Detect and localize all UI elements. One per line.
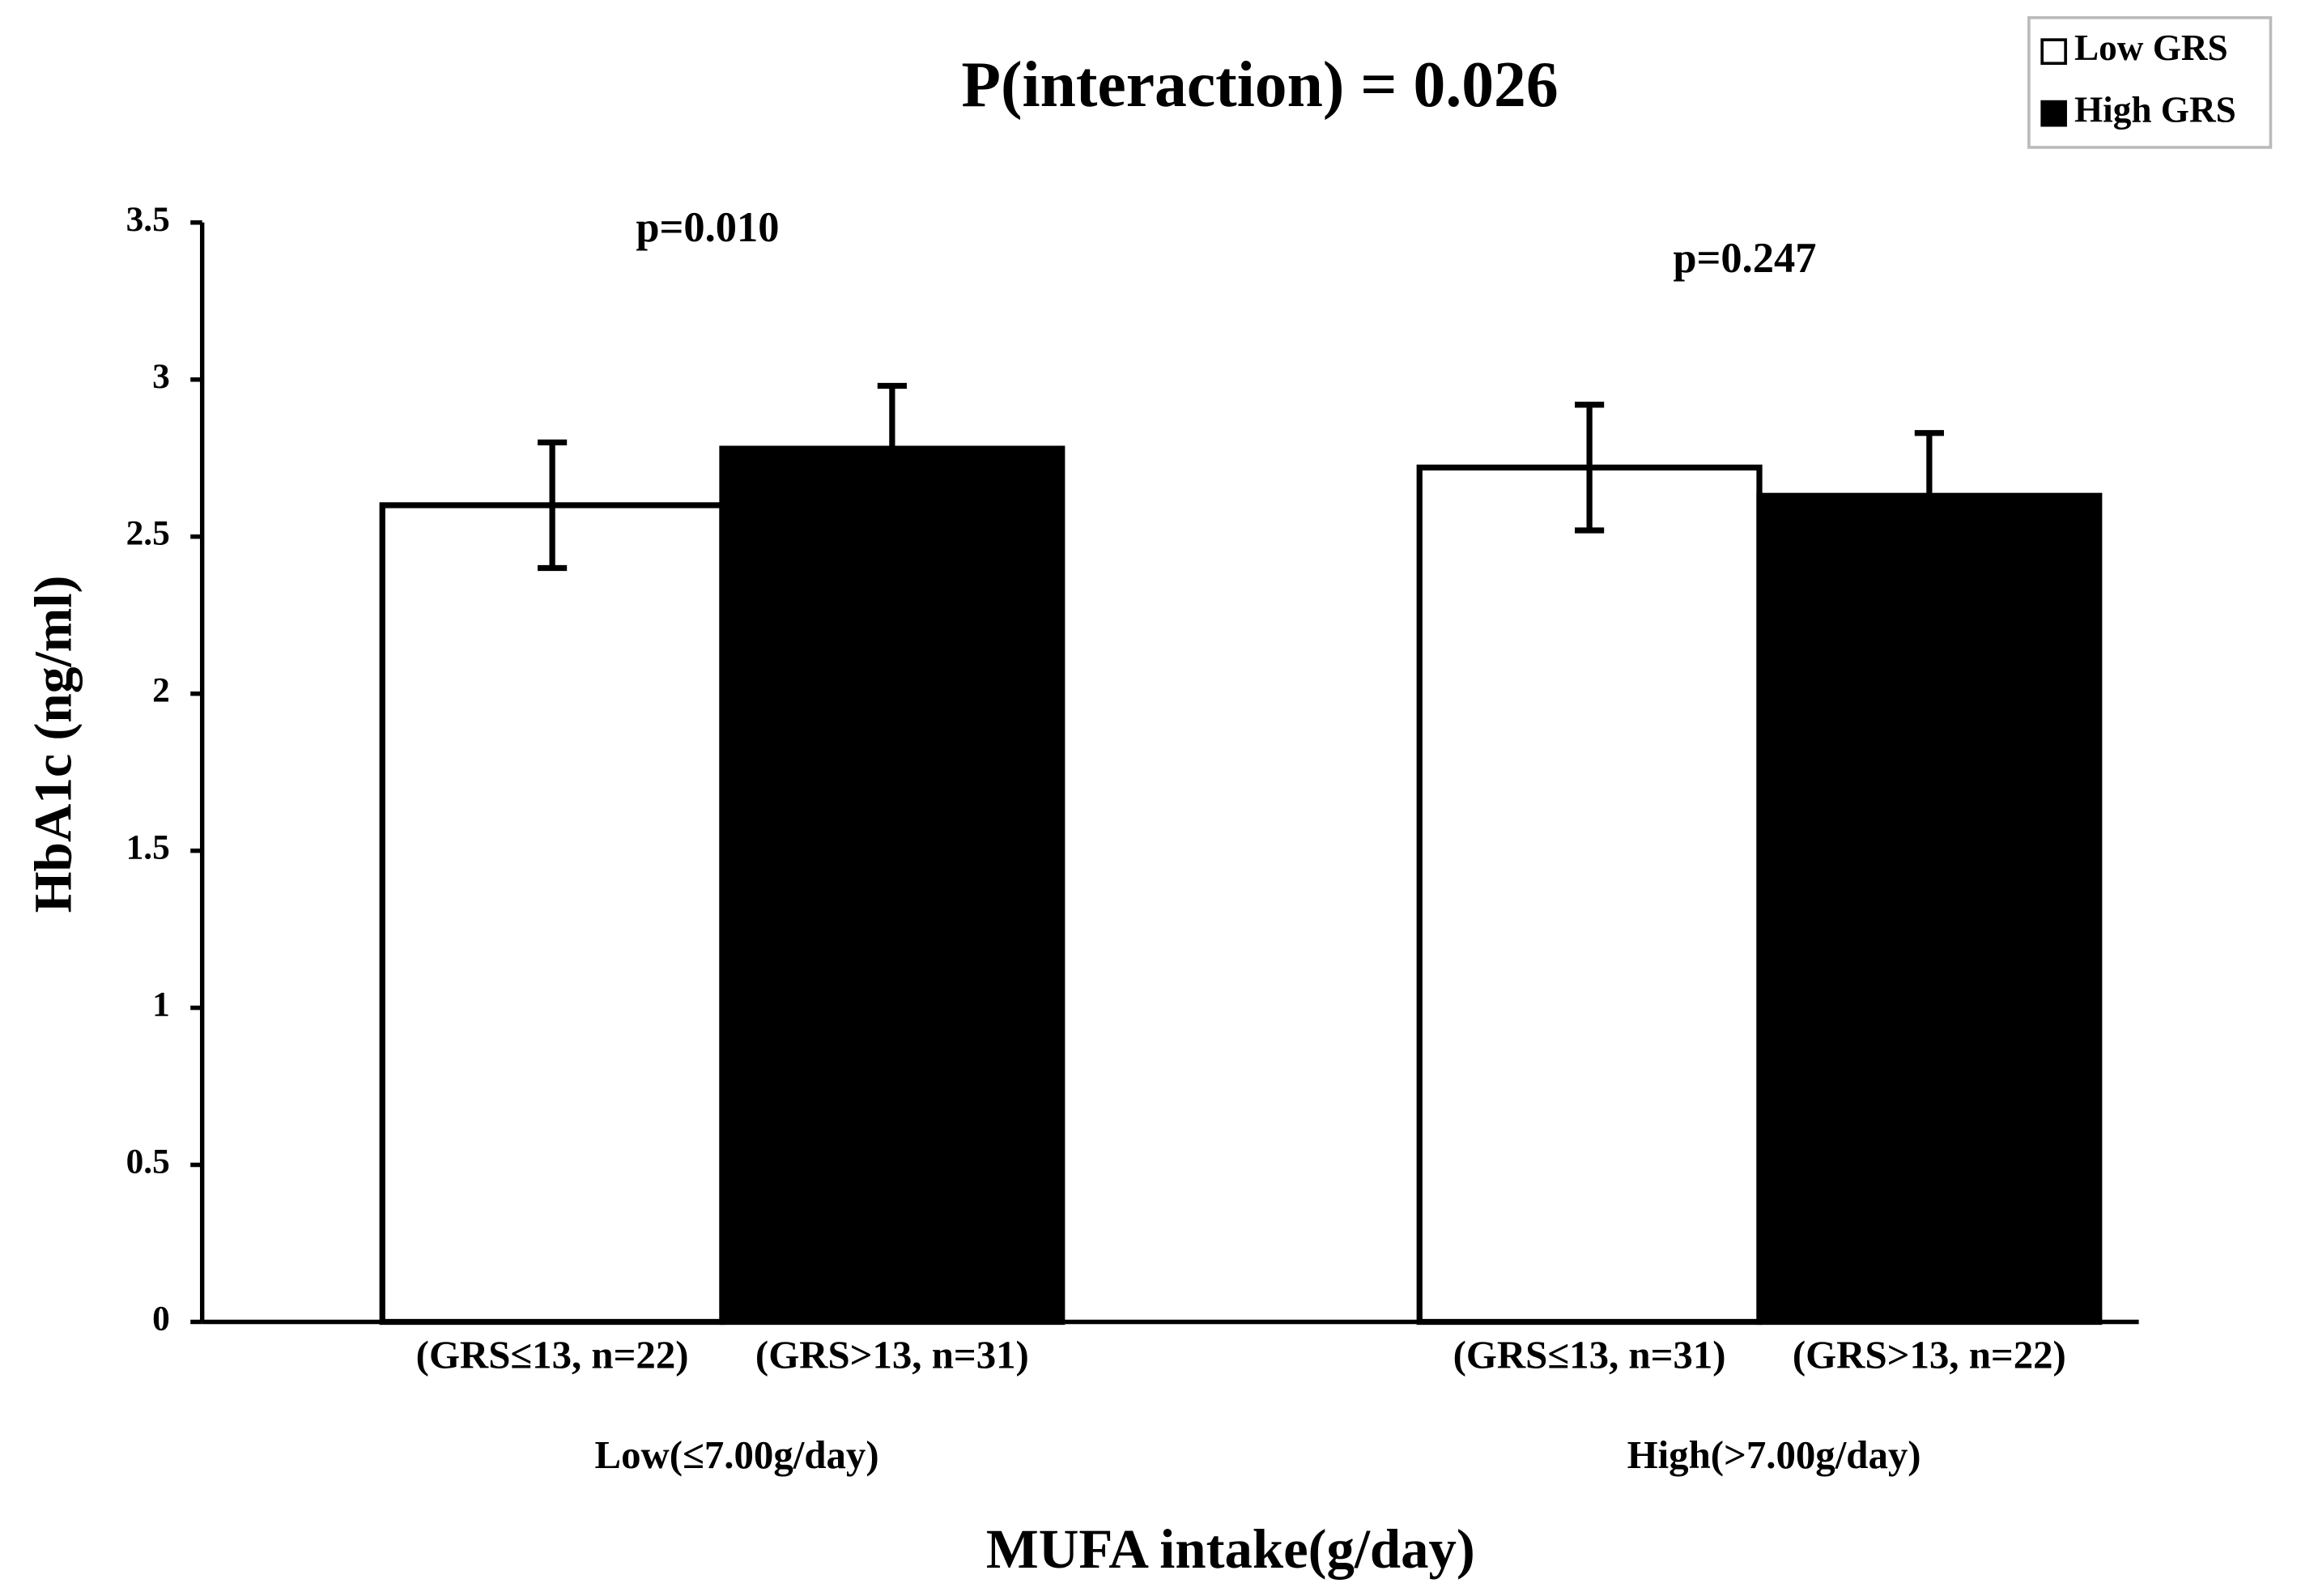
annotation: p=0.010 <box>636 204 779 251</box>
y-tick-label: 1.5 <box>126 828 170 867</box>
y-tick-label: 3.5 <box>126 200 170 239</box>
bar <box>379 502 725 1326</box>
y-tick-label: 2.5 <box>126 514 170 553</box>
bar-label: (GRS>13, n=31) <box>755 1332 1029 1377</box>
bar <box>1756 492 2103 1326</box>
bar-label: (GRS≤13, n=31) <box>1453 1332 1726 1377</box>
y-axis-title: HbA1c (ng/ml) <box>24 576 83 913</box>
legend-box <box>2027 16 2273 149</box>
y-tick-label: 0.5 <box>126 1142 170 1181</box>
category-label: High(>7.00g/day) <box>1627 1432 1921 1477</box>
bar-label: (GRS>13, n=22) <box>1793 1332 2066 1377</box>
legend-label: High GRS <box>2074 89 2236 130</box>
annotation: p=0.247 <box>1673 235 1816 282</box>
bar-label: (GRS≤13, n=22) <box>416 1332 689 1377</box>
bar <box>1416 464 1763 1326</box>
legend-swatch <box>2040 38 2067 66</box>
bar <box>719 445 1066 1326</box>
legend-swatch <box>2040 100 2067 127</box>
y-tick-label: 1 <box>152 985 170 1024</box>
y-tick-label: 3 <box>152 357 170 396</box>
y-tick-label: 2 <box>152 671 170 710</box>
y-tick-label: 0 <box>152 1299 170 1338</box>
x-axis-title: MUFA intake(g/day) <box>986 1518 1475 1580</box>
category-label: Low(≤7.00g/day) <box>595 1432 879 1477</box>
legend-label: Low GRS <box>2074 28 2228 68</box>
chart-title: P(interaction) = 0.026 <box>961 49 1558 121</box>
